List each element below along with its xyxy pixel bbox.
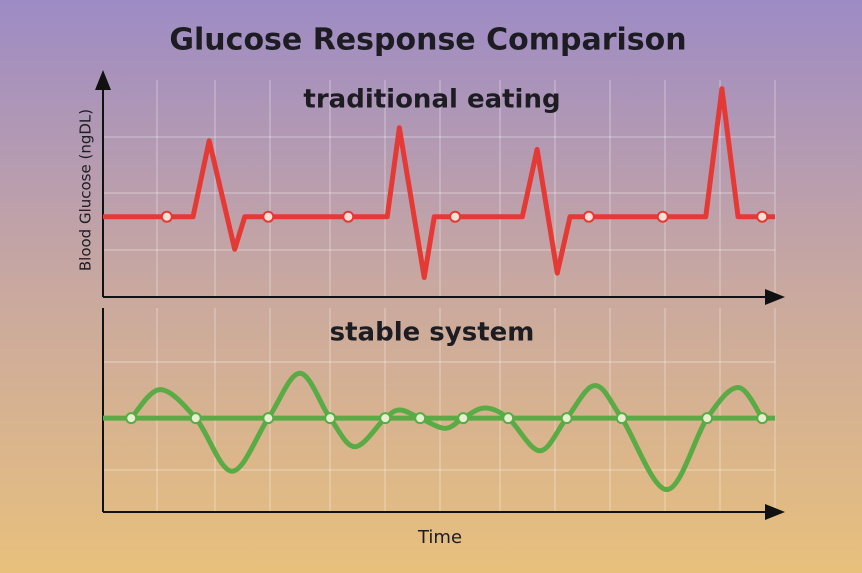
panel-title: traditional eating: [303, 85, 560, 115]
data-point: [457, 412, 470, 425]
data-point: [379, 412, 392, 425]
data-point: [189, 412, 202, 425]
data-point: [324, 412, 337, 425]
data-line: [103, 86, 775, 280]
panel-title: stable system: [330, 318, 535, 348]
data-point: [615, 412, 628, 425]
data-point: [756, 412, 769, 425]
data-point: [582, 210, 595, 223]
data-point: [701, 412, 714, 425]
data-point: [262, 210, 275, 223]
data-point: [449, 210, 462, 223]
data-point: [262, 412, 275, 425]
data-point: [560, 412, 573, 425]
data-point: [756, 210, 769, 223]
data-point: [414, 412, 427, 425]
title: Glucose Response Comparison: [169, 23, 686, 58]
data-point: [656, 210, 669, 223]
x-axis-label: Time: [417, 527, 462, 548]
data-point: [125, 412, 138, 425]
data-point: [342, 210, 355, 223]
data-line: [129, 370, 765, 493]
data-point: [160, 210, 173, 223]
data-point: [502, 412, 515, 425]
y-axis-label: Blood Glucose (ngDL): [77, 109, 95, 271]
